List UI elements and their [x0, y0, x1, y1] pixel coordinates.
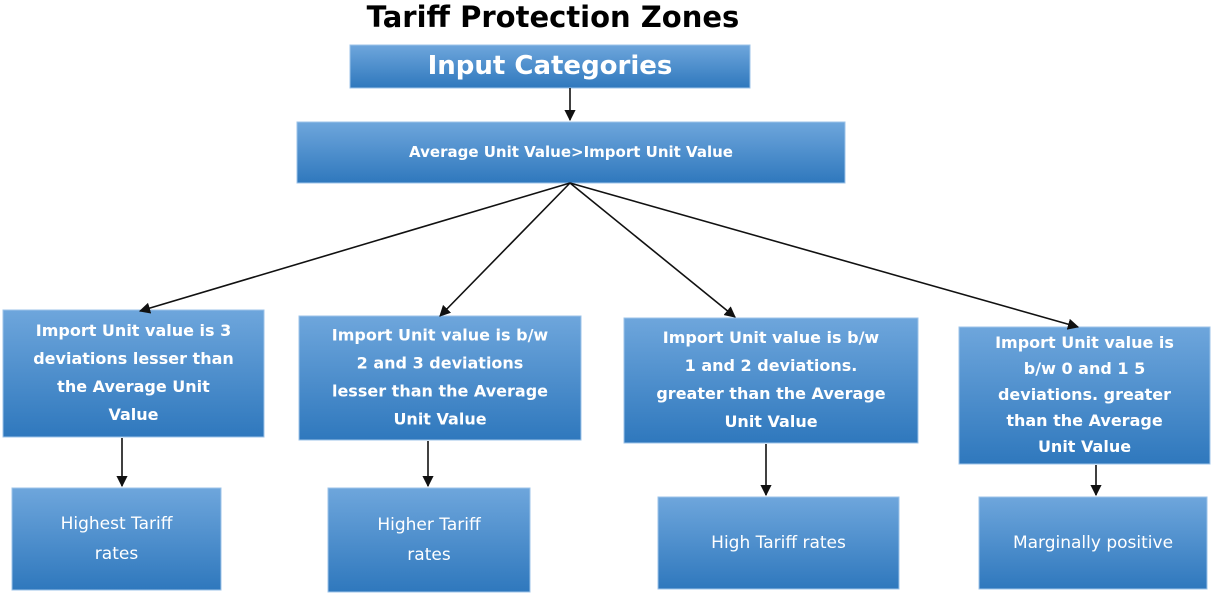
node-label: Import Unit value is b/w [332, 326, 549, 345]
node-label: Import Unit value is [995, 333, 1174, 352]
node-label: the Average Unit [57, 377, 210, 396]
node-label: Marginally positive [1013, 533, 1173, 553]
node-label: 2 and 3 deviations [357, 354, 524, 373]
node-box [11, 487, 222, 591]
node-label: b/w 0 and 1 5 [1024, 359, 1145, 378]
node-box [296, 121, 846, 184]
arrow [138, 182, 571, 314]
node-label: Value [108, 405, 158, 424]
arrow [439, 182, 571, 317]
node-label: High Tariff rates [711, 533, 846, 553]
node-label: Average Unit Value>Import Unit Value [409, 143, 733, 161]
arrow [569, 182, 1080, 330]
node-label: Unit Value [724, 412, 817, 431]
node-label: than the Average [1006, 411, 1162, 430]
node-label: rates [407, 545, 451, 565]
node-box [958, 326, 1211, 465]
node-label: Input Categories [428, 51, 673, 81]
arrow [569, 182, 736, 318]
title: Tariff Protection Zones [367, 0, 740, 34]
node-box [657, 496, 900, 590]
node-label: deviations lesser than [33, 349, 234, 368]
node-box [978, 496, 1208, 590]
node-label: Import Unit value is 3 [36, 321, 232, 340]
node-label: Unit Value [1038, 437, 1131, 456]
node-box [298, 315, 582, 441]
node-label: Import Unit value is b/w [663, 328, 880, 347]
node-box [623, 317, 919, 444]
node-label: greater than the Average [656, 384, 885, 403]
node-label: lesser than the Average [332, 382, 548, 401]
node-label: deviations. greater [998, 385, 1171, 404]
node-label: Unit Value [393, 410, 486, 429]
node-box [2, 309, 265, 438]
node-label: 1 and 2 deviations. [685, 356, 858, 375]
node-box [349, 44, 751, 89]
node-label: rates [95, 544, 139, 564]
node-label: Higher Tariff [377, 515, 482, 535]
node-box [327, 487, 531, 593]
node-label: Highest Tariff [61, 514, 174, 534]
